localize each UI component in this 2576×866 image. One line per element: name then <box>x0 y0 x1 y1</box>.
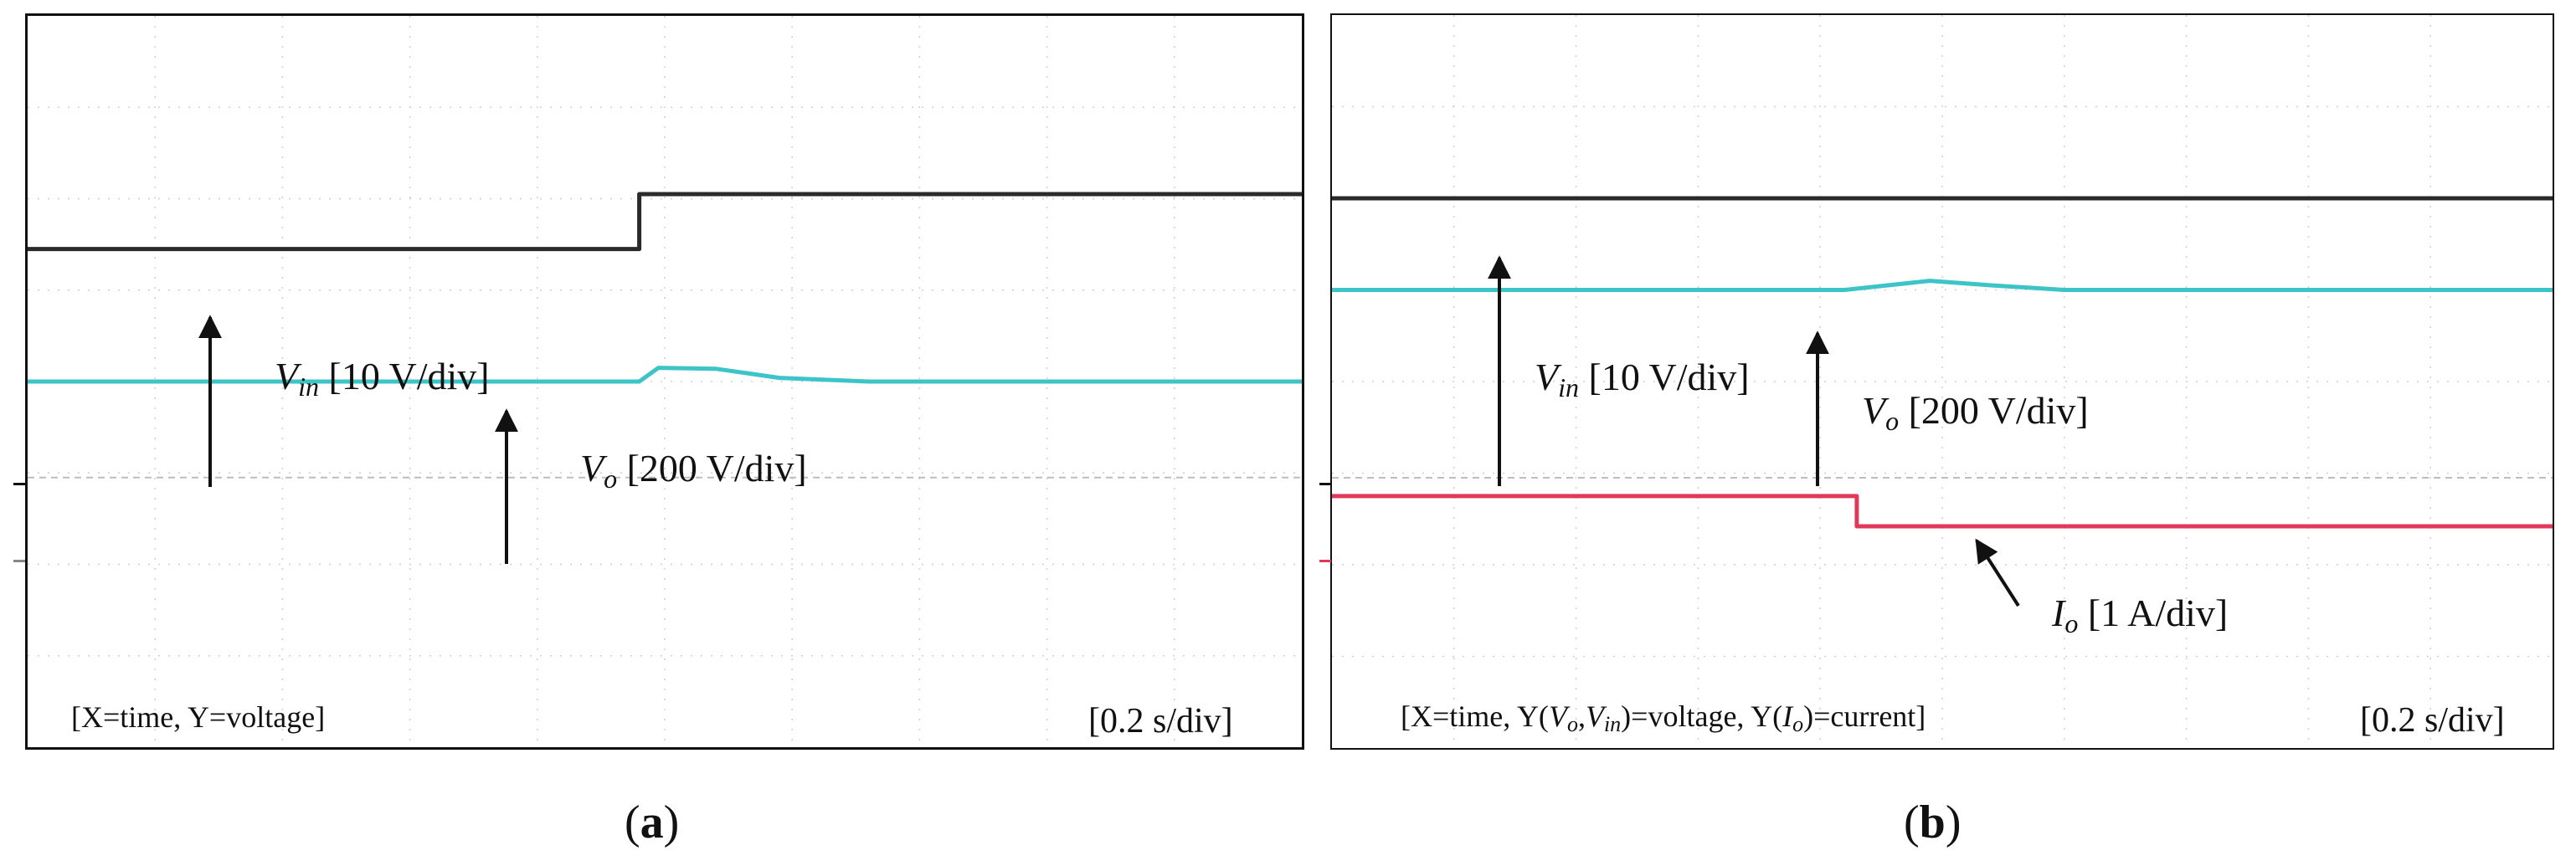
vin-label-b: Vin [10 V/div] <box>1535 356 1750 402</box>
ground-marker-a2 <box>13 560 25 562</box>
axis-note-b: [X=time, Y(Vo,Vin)=voltage, Y(Io)=curren… <box>1401 699 1926 736</box>
vin-label-a: Vin [10 V/div] <box>275 355 490 402</box>
series-line-b-2 <box>1332 494 2553 529</box>
plot-area-a <box>28 16 1302 747</box>
series-line-b-1 <box>1332 279 2553 292</box>
io-label-b: Io [1 A/div] <box>2052 592 2229 638</box>
timebase-label-a: [0.2 s/div] <box>1088 702 1233 740</box>
timebase-label-b: [0.2 s/div] <box>2360 701 2505 740</box>
vo-label-b: Vo [200 V/div] <box>1862 389 2089 436</box>
ground-marker-b2 <box>1319 560 1331 562</box>
ground-marker-a <box>13 483 25 485</box>
series-line-a-0 <box>28 192 1302 252</box>
pointer-arrow-b-2 <box>1975 538 2020 607</box>
oscilloscope-panel-b: Vin [10 V/div] Vo [200 V/div] Io [1 A/di… <box>1330 13 2554 750</box>
caption-b: (b) <box>1904 797 1962 848</box>
oscilloscope-panel-a: Vin [10 V/div] Vo [200 V/div] [X=time, Y… <box>25 13 1304 750</box>
series-line-a-1 <box>28 366 1302 384</box>
caption-a: (a) <box>625 797 680 848</box>
vo-label-a: Vo [200 V/div] <box>580 447 807 494</box>
ground-marker-b <box>1319 483 1331 485</box>
plot-area-b <box>1332 15 2553 748</box>
axis-note-a: [X=time, Y=voltage] <box>71 700 326 734</box>
